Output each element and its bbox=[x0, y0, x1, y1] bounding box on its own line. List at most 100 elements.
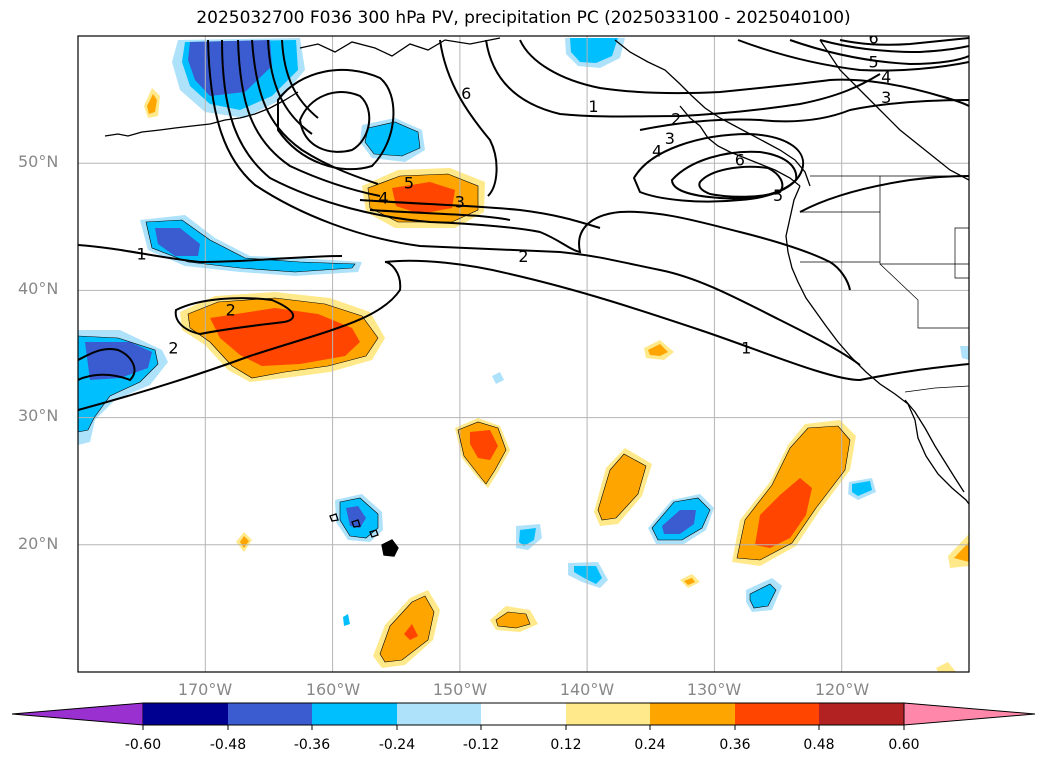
colorbar bbox=[11, 702, 1036, 730]
pv-contour-label: 4 bbox=[378, 189, 388, 208]
coastline-british-columbia bbox=[679, 105, 801, 187]
lat-label-40n: 40°N bbox=[18, 279, 59, 298]
border-state bbox=[800, 211, 969, 265]
positive-anomaly-area bbox=[404, 624, 418, 640]
negative-anomaly-area bbox=[960, 346, 969, 360]
pv-contour bbox=[670, 150, 798, 200]
pv-contour bbox=[698, 165, 784, 198]
pv-contour-label: 1 bbox=[588, 97, 598, 116]
map-title: 2025032700 F036 300 hPa PV, precipitatio… bbox=[196, 8, 851, 28]
pv-contour-label: 2 bbox=[518, 247, 528, 266]
colorbar-segment bbox=[397, 703, 481, 725]
coastline-west-us bbox=[785, 185, 969, 505]
pv-contour-label: 4 bbox=[652, 141, 662, 160]
pv-contour-label: 2 bbox=[226, 300, 236, 319]
pv-contour bbox=[174, 297, 294, 336]
colorbar-segment bbox=[143, 703, 228, 725]
pv-contour bbox=[789, 39, 969, 66]
hawaii-maui bbox=[369, 529, 379, 538]
colorbar-label: -0.60 bbox=[124, 737, 162, 753]
pv-contour-label: 5 bbox=[868, 52, 878, 71]
positive-anomaly-fills bbox=[144, 88, 969, 672]
pv-contour bbox=[519, 39, 969, 107]
colorbar-label: 0.24 bbox=[634, 737, 666, 753]
anomaly-outline bbox=[749, 583, 777, 609]
colorbar-extend-low bbox=[11, 702, 144, 726]
colorbar-segment bbox=[819, 703, 904, 725]
pv-contour bbox=[221, 39, 851, 291]
pv-contour-label: 2 bbox=[671, 110, 681, 129]
pv-contour bbox=[737, 39, 969, 72]
pv-contour-label: 6 bbox=[735, 150, 745, 169]
hawaii-kauai bbox=[329, 513, 339, 522]
negative-anomaly-area bbox=[343, 614, 350, 626]
lon-label-120w: 120°W bbox=[814, 680, 870, 699]
pv-contour-label: 1 bbox=[137, 245, 147, 264]
negative-anomaly-area bbox=[155, 228, 200, 256]
lon-label-160w: 160°W bbox=[305, 680, 361, 699]
colorbar-label: -0.36 bbox=[293, 737, 331, 753]
pv-contour bbox=[799, 175, 969, 213]
colorbar-label: -0.24 bbox=[378, 737, 416, 753]
colorbar-label: -0.48 bbox=[209, 737, 247, 753]
pv-contour bbox=[369, 209, 511, 221]
positive-anomaly-area bbox=[210, 308, 360, 366]
negative-anomaly-area bbox=[662, 510, 696, 534]
pv-contour-label: 6 bbox=[868, 28, 878, 47]
positive-anomaly-area bbox=[470, 430, 498, 460]
lon-label-170w: 170°W bbox=[177, 680, 233, 699]
coastline-baja bbox=[904, 399, 965, 493]
pv-contour-label: 6 bbox=[461, 84, 471, 103]
positive-anomaly-area bbox=[954, 542, 969, 562]
colorbar-segment bbox=[735, 703, 819, 725]
hawaii-oahu bbox=[351, 519, 361, 528]
pv-contour bbox=[277, 68, 395, 171]
positive-anomaly-area bbox=[936, 662, 956, 672]
pv-contour bbox=[78, 348, 136, 382]
anomaly-outline bbox=[597, 453, 647, 521]
negative-anomaly-area bbox=[346, 506, 366, 528]
anomaly-outline bbox=[339, 497, 379, 539]
pv-contour-label: 4 bbox=[881, 68, 891, 87]
colorbar-label: 0.12 bbox=[550, 737, 582, 753]
coastline-canada-interior bbox=[819, 39, 969, 181]
lon-label-150w: 150°W bbox=[432, 680, 488, 699]
gridlines bbox=[78, 36, 969, 672]
anomaly-outline bbox=[367, 173, 479, 223]
positive-anomaly-area bbox=[755, 478, 812, 548]
anomaly-outlines bbox=[78, 121, 851, 663]
anomaly-outline bbox=[736, 425, 851, 561]
colorbar-label: 0.48 bbox=[803, 737, 835, 753]
lat-label-20n: 20°N bbox=[18, 534, 59, 553]
pv-contour bbox=[359, 199, 601, 229]
political-borders bbox=[800, 175, 969, 393]
coastlines bbox=[104, 37, 969, 557]
colorbar-label: -0.12 bbox=[462, 737, 500, 753]
pv-contour bbox=[78, 259, 969, 411]
pv-contour bbox=[78, 244, 343, 264]
lon-label-130w: 130°W bbox=[686, 680, 742, 699]
negative-anomaly-area bbox=[750, 584, 776, 608]
pv-contour-label: 2 bbox=[168, 339, 178, 358]
colorbar-segment bbox=[481, 703, 566, 725]
pv-contour-label: 5 bbox=[773, 186, 783, 205]
pv-contour bbox=[251, 39, 379, 185]
pv-contour bbox=[298, 91, 371, 153]
anomaly-outline bbox=[379, 595, 435, 663]
negative-anomaly-area bbox=[574, 566, 602, 584]
anomaly-outline bbox=[364, 121, 421, 157]
negative-anomaly-area bbox=[492, 372, 504, 384]
colorbar-segment bbox=[312, 703, 397, 725]
negative-anomaly-area bbox=[365, 122, 420, 156]
pv-contour bbox=[632, 132, 805, 203]
negative-anomaly-area bbox=[852, 481, 872, 496]
coastline-alaska bbox=[299, 37, 501, 57]
positive-anomaly-area bbox=[392, 182, 455, 214]
pv-contour-label: 3 bbox=[665, 129, 675, 148]
positive-anomaly-area bbox=[147, 94, 157, 114]
anomaly-outline bbox=[651, 497, 711, 541]
border-state bbox=[954, 227, 969, 279]
anomaly-outline bbox=[495, 611, 531, 629]
pv-contour bbox=[207, 39, 861, 366]
